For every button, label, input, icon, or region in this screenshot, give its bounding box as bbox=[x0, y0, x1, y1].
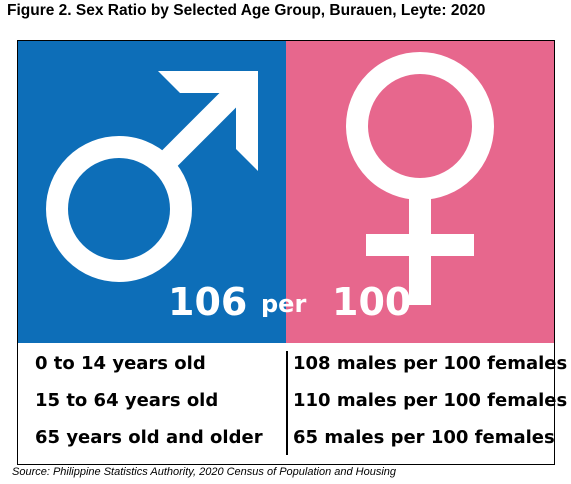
ratio-females-value: 100 bbox=[332, 280, 412, 324]
sex-ratio-summary: 106 per 100 bbox=[18, 276, 554, 332]
age-group-ratio: 108 males per 100 females bbox=[293, 353, 568, 374]
male-panel bbox=[18, 41, 286, 343]
age-group-label: 0 to 14 years old bbox=[35, 353, 206, 374]
infographic-frame: 106 per 100 0 to 14 years old 108 males … bbox=[17, 40, 567, 465]
ratio-males-value: 106 bbox=[168, 280, 248, 324]
male-symbol-icon bbox=[46, 71, 258, 282]
age-group-label: 65 years old and older bbox=[35, 427, 263, 448]
female-panel bbox=[286, 41, 554, 343]
age-group-ratio: 65 males per 100 females bbox=[293, 427, 555, 448]
column-divider bbox=[286, 351, 288, 455]
age-group-ratio: 110 males per 100 females bbox=[293, 390, 568, 411]
figure-title: Figure 2. Sex Ratio by Selected Age Grou… bbox=[7, 2, 486, 19]
age-group-table: 0 to 14 years old 108 males per 100 fema… bbox=[18, 343, 567, 464]
source-note: Source: Philippine Statistics Authority,… bbox=[12, 466, 397, 478]
age-group-label: 15 to 64 years old bbox=[35, 390, 219, 411]
female-symbol-icon bbox=[346, 52, 494, 305]
ratio-per-label: per bbox=[261, 290, 307, 318]
